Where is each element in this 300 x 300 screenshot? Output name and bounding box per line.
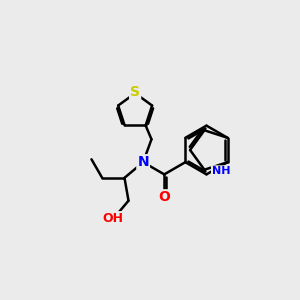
Text: S: S bbox=[130, 85, 140, 99]
Text: NH: NH bbox=[212, 166, 230, 176]
Text: O: O bbox=[158, 190, 170, 204]
Text: OH: OH bbox=[103, 212, 124, 225]
Text: N: N bbox=[137, 155, 149, 169]
